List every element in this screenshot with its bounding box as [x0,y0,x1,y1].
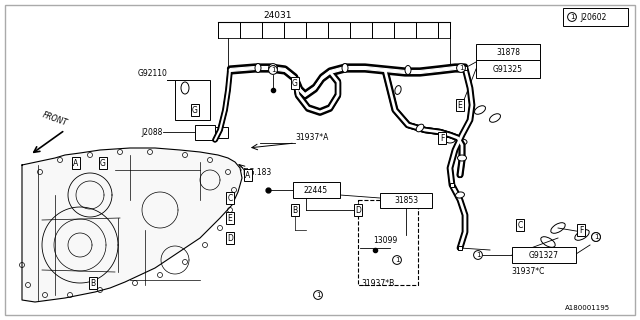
Text: D: D [355,205,361,214]
Text: G: G [100,158,106,167]
Text: 13099: 13099 [373,236,397,244]
Text: 31853: 31853 [394,196,418,204]
Text: F: F [579,226,583,235]
Text: C: C [517,220,523,229]
Text: FIG.183: FIG.183 [242,167,271,177]
Text: 1: 1 [271,65,275,71]
Text: 1: 1 [459,65,463,71]
Text: 1: 1 [594,234,598,240]
Text: D: D [227,234,233,243]
Text: 31937*C: 31937*C [511,268,545,276]
Text: F: F [440,133,444,142]
Text: B: B [292,205,298,214]
Bar [380,193,432,208]
Ellipse shape [416,124,424,132]
Ellipse shape [395,85,401,94]
Ellipse shape [405,66,411,75]
Bar [563,8,628,26]
Text: G92110: G92110 [137,68,167,77]
Text: 31937*A: 31937*A [295,132,328,141]
Polygon shape [22,148,242,302]
Text: 31937*B: 31937*B [362,278,395,287]
Text: 1: 1 [476,252,480,258]
Text: 1: 1 [570,14,574,20]
Text: G91325: G91325 [493,65,523,74]
Text: J20602: J20602 [580,12,606,21]
Bar [512,247,576,263]
Text: 31878: 31878 [496,47,520,57]
Bar [293,182,340,198]
Bar [476,60,540,78]
Ellipse shape [456,192,465,198]
Text: 1: 1 [316,292,320,298]
Bar [195,125,215,140]
Text: 1: 1 [395,257,399,263]
Bar [476,44,540,60]
Ellipse shape [342,63,348,73]
Bar [358,200,418,285]
Text: E: E [458,100,462,109]
Text: 1: 1 [271,67,275,73]
Text: 1: 1 [594,234,598,240]
Text: J2088: J2088 [141,127,163,137]
Text: 22445: 22445 [304,186,328,195]
Text: G91327: G91327 [529,251,559,260]
Text: 24031: 24031 [264,11,292,20]
Text: FRONT: FRONT [41,111,68,128]
Text: G: G [192,106,198,115]
Bar [215,127,228,138]
Text: B: B [90,278,95,287]
Text: E: E [228,213,232,222]
Ellipse shape [458,155,467,161]
Text: A: A [74,158,79,167]
Text: A: A [245,171,251,180]
Text: A180001195: A180001195 [565,305,610,311]
Text: G: G [292,78,298,87]
Ellipse shape [255,63,261,73]
Text: C: C [227,194,232,203]
Bar [175,80,210,120]
